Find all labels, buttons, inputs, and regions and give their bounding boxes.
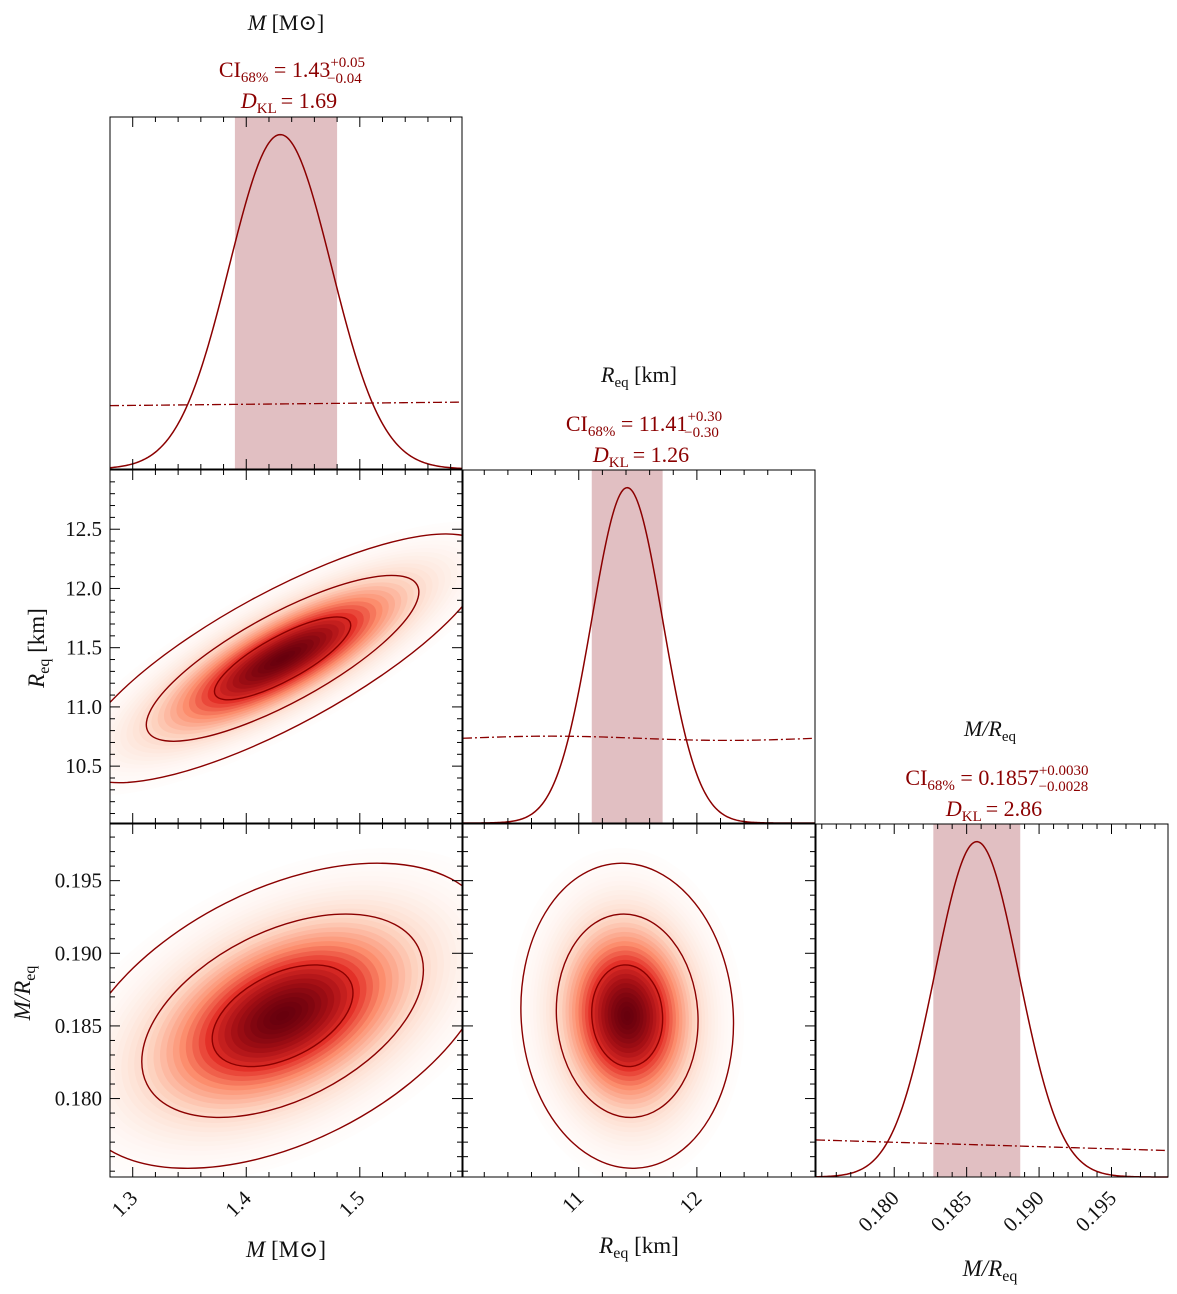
x-tick-label: 1.4: [220, 1186, 256, 1222]
x-tick-label: 0.180: [853, 1186, 903, 1236]
contour-3sigma: [110, 533, 462, 784]
contour-2sigma: [555, 913, 699, 1119]
density-layer: [623, 1011, 631, 1021]
panel-frame-1-0: [109, 469, 463, 824]
mass-posterior-curve: [109, 133, 463, 470]
x-tick-label: 11: [557, 1186, 588, 1217]
y-axis-label-radius: Req [km]: [24, 608, 53, 689]
y-tick-label: 0.190: [55, 941, 102, 965]
contour-2sigma: [141, 913, 425, 1119]
radius-compactness-contour-panel: [510, 847, 745, 1177]
y-tick-label: 0.185: [55, 1014, 102, 1038]
y-tick-label: 0.195: [55, 869, 102, 893]
y-tick-label: 0.180: [55, 1087, 102, 1111]
compactness-posterior-curve: [815, 840, 1168, 1178]
density-layers: [110, 847, 462, 1177]
contour-2sigma: [145, 574, 420, 742]
y-tick-label: 11.5: [66, 636, 102, 660]
compactness-ci-band: [933, 824, 1021, 1177]
x-tick-label: 12: [675, 1186, 707, 1218]
radius-title: Req [km]: [600, 362, 677, 391]
density-layers: [510, 847, 745, 1177]
radius-dkl-label: DKL = 1.26: [592, 442, 689, 471]
y-tick-label: 12.5: [65, 517, 102, 541]
mass-compactness-contour-panel: [110, 847, 462, 1177]
y-axis-label-compactness: M/Req: [10, 966, 39, 1022]
compactness-dkl-label: DKL = 2.86: [945, 796, 1042, 825]
x-axis-label-compactness: M/Req: [962, 1256, 1018, 1285]
y-tick-label: 12.0: [65, 576, 102, 600]
mass-ci-band: [234, 117, 338, 469]
x-tick-label: 1.5: [334, 1186, 370, 1222]
mass-title: M [M⊙]: [247, 10, 324, 35]
density-layers: [110, 521, 462, 796]
density-layer: [276, 654, 289, 663]
contour-3sigma: [520, 862, 735, 1169]
mass-dkl-label: DKL = 1.69: [240, 88, 337, 117]
contour-1sigma: [591, 964, 664, 1068]
panel-frame-2-0: [109, 823, 463, 1178]
y-tick-label: 11.0: [66, 695, 102, 719]
y-tick-label: 10.5: [65, 754, 102, 778]
mass-posterior-panel: M [M⊙] CI68% = 1.43+0.05 −0.04 DKL = 1.69: [109, 10, 463, 470]
compactness-ci-label: CI68% = 0.1857+0.0030 −0.0028: [905, 763, 1088, 795]
compactness-posterior-panel: M/Req CI68% = 0.1857+0.0030 −0.0028 DKL = …: [815, 716, 1169, 1178]
x-axis-label-radius: Req [km]: [598, 1233, 679, 1262]
radius-ci-label: CI68% = 11.41+0.30 −0.30: [566, 409, 722, 441]
panel-frame-0-0: [109, 116, 463, 470]
mass-ci-label: CI68% = 1.43+0.05 −0.04: [219, 55, 365, 87]
contour-1sigma: [213, 616, 352, 701]
radius-posterior-panel: Req [km] CI68% = 11.41+0.30 −0.30 DKL = 1.…: [462, 362, 816, 824]
mass-radius-contour-panel: [110, 521, 462, 796]
radius-prior-curve: [462, 735, 816, 742]
panel-frame-1-1: [462, 469, 816, 824]
density-layer: [276, 1011, 290, 1021]
mass-prior-curve: [109, 401, 463, 407]
radius-ci-band: [591, 470, 663, 823]
contour-1sigma: [211, 964, 354, 1068]
compactness-title: M/Req: [963, 716, 1017, 745]
panel-frame-2-2: [815, 823, 1169, 1178]
compactness-prior-curve: [815, 1139, 1169, 1152]
x-tick-label: 0.190: [998, 1186, 1048, 1236]
panel-frame-2-1: [462, 823, 816, 1178]
contour-3sigma: [110, 862, 462, 1169]
x-axis-label-mass: M [M⊙]: [245, 1237, 326, 1262]
x-tick-label: 1.3: [107, 1186, 143, 1222]
x-tick-label: 0.185: [926, 1186, 976, 1236]
x-tick-label: 0.195: [1071, 1186, 1121, 1236]
